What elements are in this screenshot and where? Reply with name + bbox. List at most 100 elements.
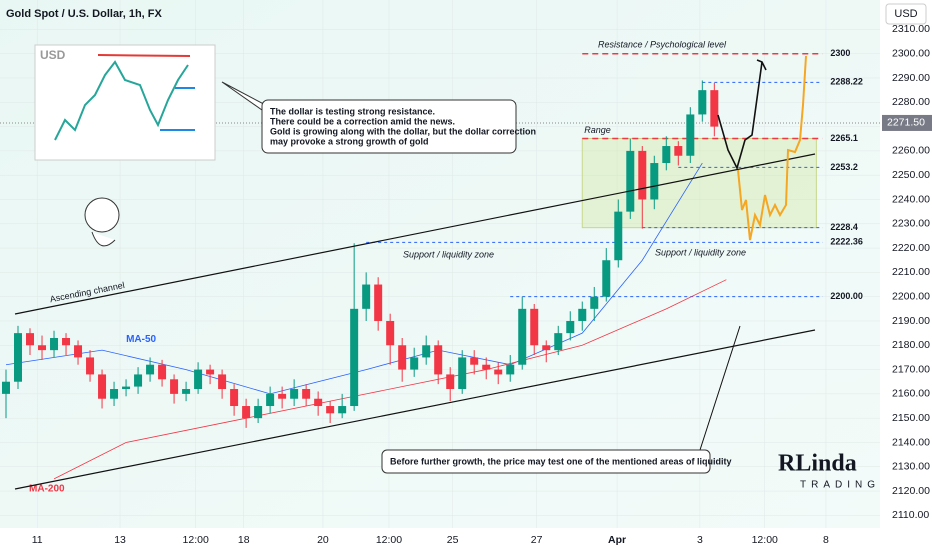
candle-body bbox=[182, 389, 191, 394]
last-price-label: 2271.50 bbox=[887, 117, 925, 129]
level-label: 2288.22 bbox=[830, 77, 863, 87]
y-tick-label: 2310.00 bbox=[892, 23, 930, 35]
candle-body bbox=[554, 333, 563, 351]
note-box bbox=[381, 449, 711, 474]
candle-body bbox=[170, 379, 179, 394]
candle-body bbox=[50, 337, 59, 351]
candle-body bbox=[218, 374, 227, 390]
candle-body bbox=[62, 337, 71, 346]
channel-lower bbox=[14, 329, 816, 490]
support-label: Support / liquidity zone bbox=[655, 247, 746, 257]
currency-label: USD bbox=[894, 8, 917, 20]
level-label: 2265.1 bbox=[830, 133, 858, 143]
y-tick-label: 2260.00 bbox=[892, 145, 930, 157]
candle-body bbox=[698, 90, 707, 115]
candle-body bbox=[662, 146, 671, 164]
y-tick-label: 2230.00 bbox=[892, 218, 930, 230]
candle-body bbox=[362, 284, 371, 309]
candle-body bbox=[122, 386, 131, 390]
candle-body bbox=[650, 163, 659, 200]
candle-body bbox=[98, 374, 107, 399]
candle-body bbox=[434, 345, 443, 375]
y-tick-label: 2300.00 bbox=[892, 47, 930, 59]
x-tick-label: 12:00 bbox=[376, 534, 402, 546]
callout-line: There could be a correction amid the new… bbox=[270, 116, 455, 126]
candle-body bbox=[302, 389, 311, 399]
x-tick-label: 27 bbox=[531, 534, 543, 546]
candle-body bbox=[374, 284, 383, 321]
y-tick-label: 2290.00 bbox=[892, 72, 930, 84]
y-tick-label: 2280.00 bbox=[892, 96, 930, 108]
time-axis bbox=[0, 528, 880, 550]
candle-body bbox=[14, 333, 23, 382]
inset-price bbox=[54, 60, 189, 141]
bottom-note: Before further growth, the price may tes… bbox=[390, 456, 732, 466]
y-tick-label: 2130.00 bbox=[892, 461, 930, 473]
y-tick-label: 2220.00 bbox=[892, 242, 930, 254]
candle-body bbox=[338, 406, 347, 414]
level-label: 2222.36 bbox=[830, 237, 863, 247]
y-tick-label: 2200.00 bbox=[892, 290, 930, 302]
inset-level bbox=[97, 54, 191, 57]
candle-body bbox=[710, 90, 719, 127]
candle-body bbox=[422, 345, 431, 358]
x-tick-label: 12:00 bbox=[752, 534, 778, 546]
candle-body bbox=[134, 374, 143, 387]
candle-body bbox=[110, 389, 119, 399]
candle-body bbox=[410, 357, 419, 370]
candle-body bbox=[146, 364, 155, 375]
candle-body bbox=[350, 308, 359, 407]
level-label: 2228.4 bbox=[830, 222, 858, 232]
last-price-box bbox=[882, 114, 932, 131]
candle-body bbox=[242, 406, 251, 419]
candle-body bbox=[482, 364, 491, 370]
x-tick-label: Apr bbox=[608, 534, 626, 546]
candle-body bbox=[530, 308, 539, 346]
x-tick-label: 3 bbox=[697, 534, 703, 546]
level-label: 2253.2 bbox=[830, 162, 858, 172]
candle-body bbox=[506, 364, 515, 375]
callout-line: may provoke a strong growth of gold bbox=[270, 136, 429, 146]
candle-body bbox=[266, 393, 275, 407]
moving-average bbox=[53, 279, 727, 480]
y-tick-label: 2160.00 bbox=[892, 388, 930, 400]
candle-body bbox=[590, 296, 599, 309]
ma-label: MA-50 bbox=[126, 334, 156, 345]
candle-body bbox=[2, 381, 11, 394]
y-tick-label: 2140.00 bbox=[892, 436, 930, 448]
x-tick-label: 20 bbox=[317, 534, 329, 546]
candle-body bbox=[326, 406, 335, 414]
x-tick-label: 11 bbox=[32, 534, 43, 546]
callout-line: The dollar is testing strong resistance. bbox=[270, 106, 435, 116]
projection-arrow bbox=[756, 59, 767, 71]
inset-chart: USD bbox=[34, 44, 216, 161]
projection-path bbox=[717, 61, 763, 171]
channel-upper bbox=[14, 153, 816, 315]
candle-body bbox=[206, 369, 215, 375]
candle-body bbox=[578, 308, 587, 321]
candle-body bbox=[446, 374, 455, 390]
y-tick-label: 2150.00 bbox=[892, 412, 930, 424]
candle-body bbox=[290, 389, 299, 399]
candle-body bbox=[686, 114, 695, 156]
y-tick-label: 2240.00 bbox=[892, 193, 930, 205]
candle-body bbox=[38, 345, 47, 351]
currency-box bbox=[885, 3, 927, 25]
candle-body bbox=[626, 150, 635, 212]
candle-body bbox=[566, 320, 575, 334]
y-tick-label: 2110.00 bbox=[892, 509, 929, 521]
inset-frame bbox=[34, 44, 216, 161]
x-tick-label: 13 bbox=[114, 534, 126, 546]
candle-body bbox=[398, 345, 407, 370]
y-tick-label: 2210.00 bbox=[892, 266, 930, 278]
y-tick-label: 2180.00 bbox=[892, 339, 930, 351]
candle-body bbox=[314, 398, 323, 407]
candle-body bbox=[254, 406, 263, 419]
candle-body bbox=[674, 146, 683, 156]
candle-body bbox=[602, 260, 611, 297]
y-tick-label: 2120.00 bbox=[892, 485, 930, 497]
callout-line: Gold is growing along with the dollar, b… bbox=[270, 126, 536, 136]
chart-title: Gold Spot / U.S. Dollar, 1h, FX bbox=[6, 8, 163, 20]
x-tick-label: 8 bbox=[823, 534, 829, 546]
